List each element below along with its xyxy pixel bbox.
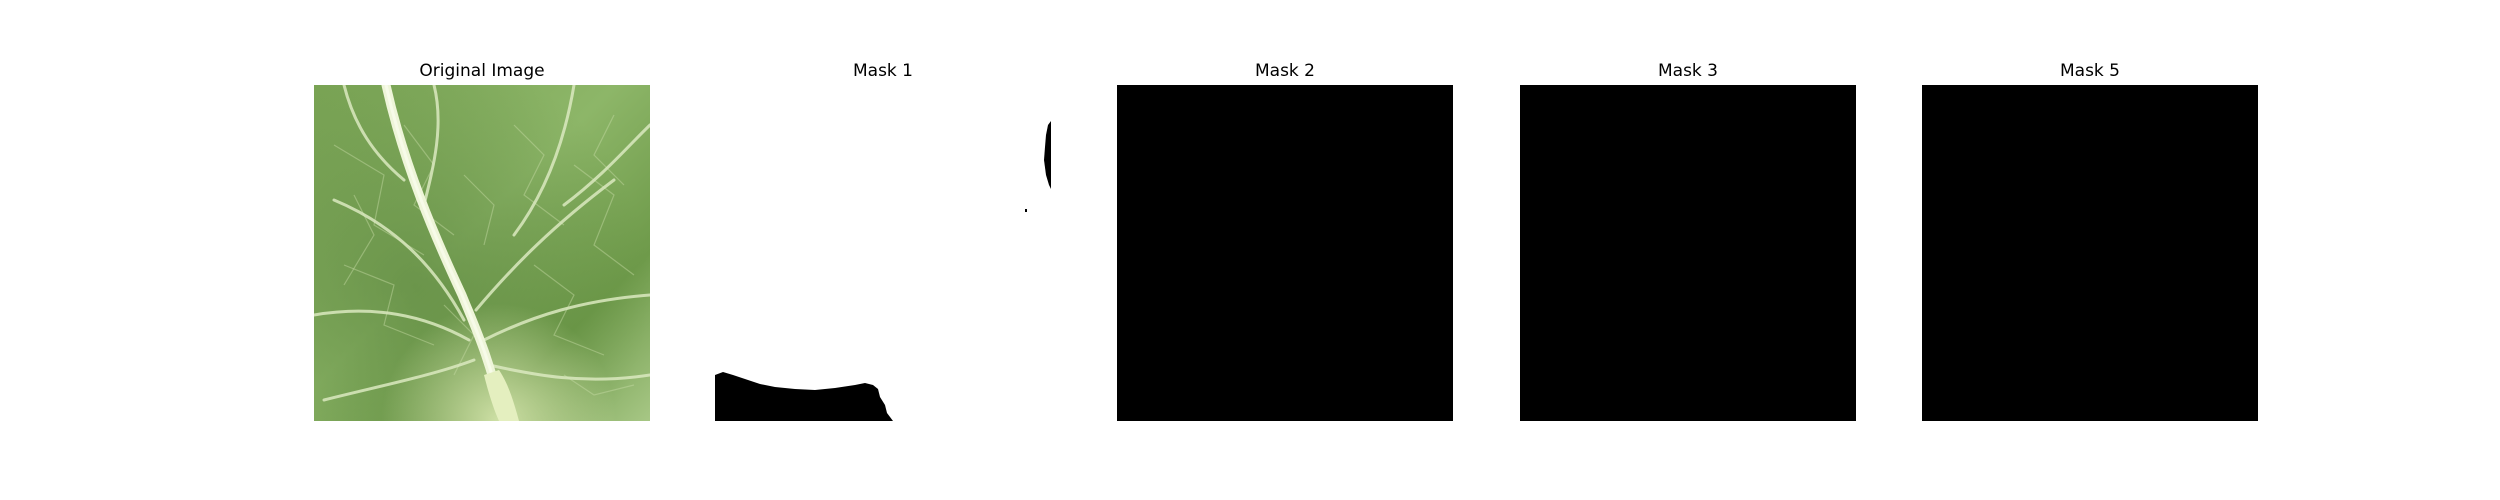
mask-2-image xyxy=(1117,85,1453,421)
panel-title: Original Image xyxy=(419,61,545,81)
mask-1-image xyxy=(715,85,1051,421)
panel-title: Mask 5 xyxy=(2059,61,2120,81)
leaf-icon xyxy=(314,85,650,421)
panel-title: Mask 3 xyxy=(1657,61,1718,81)
panel-title: Mask 1 xyxy=(852,61,913,81)
panel-title: Mask 2 xyxy=(1254,61,1315,81)
mask-5-image xyxy=(1922,85,2258,421)
mask-3-image xyxy=(1520,85,1856,421)
